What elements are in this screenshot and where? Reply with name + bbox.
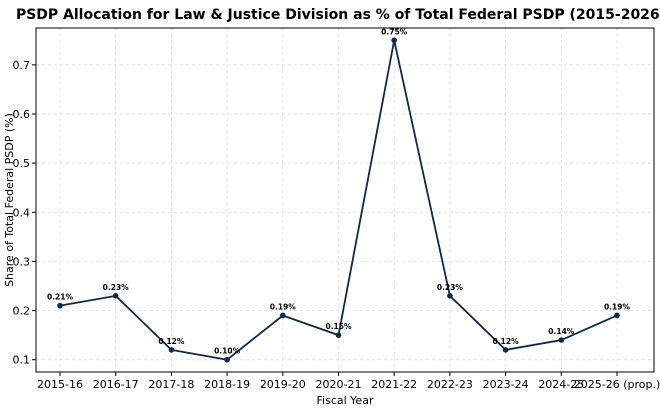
y-tick-label: 0.2 [13, 305, 31, 318]
data-point [224, 356, 230, 363]
x-tick-label: 2024-25 [538, 378, 584, 391]
y-tick-label: 0.1 [13, 354, 31, 367]
y-tick-label: 0.3 [13, 255, 31, 268]
y-axis: 0.1 0.2 0.3 0.4 0.5 0.6 0.7 [13, 59, 36, 367]
data-label: 0.14% [548, 327, 575, 336]
data-point [502, 347, 509, 353]
x-tick-label: 2017-18 [148, 378, 194, 391]
chart-title: PSDP Allocation for Law & Justice Divisi… [16, 7, 660, 23]
data-label: 0.23% [437, 283, 464, 292]
data-point [391, 37, 398, 44]
x-tick-label: 2016-17 [93, 378, 139, 391]
y-tick-label: 0.7 [13, 59, 31, 72]
data-label: 0.19% [604, 302, 631, 311]
data-label: 0.10% [214, 347, 241, 356]
y-tick-label: 0.5 [13, 157, 31, 170]
data-point [558, 337, 565, 343]
data-label: 0.15% [325, 322, 352, 331]
data-point [57, 302, 63, 309]
x-axis-label: Fiscal Year [317, 394, 374, 407]
x-axis: 2015-16 2016-17 2017-18 2018-19 2019-20 2020-… [37, 372, 660, 391]
data-label: 0.12% [493, 337, 520, 346]
data-point [280, 312, 286, 319]
data-label: 0.19% [270, 302, 297, 311]
data-labels: 0.21% 0.23% 0.12% 0.10% 0.19% 0.15% 0.75% 0.23%… [47, 27, 631, 355]
grid [36, 28, 654, 372]
data-point [614, 312, 620, 319]
data-label: 0.23% [103, 283, 130, 292]
y-tick-label: 0.4 [13, 206, 31, 219]
data-point [168, 347, 175, 353]
x-tick-label: 2019-20 [260, 378, 306, 391]
x-tick-label: 2015-16 [37, 378, 83, 391]
data-point [112, 293, 119, 299]
x-tick-label: 2022-23 [427, 378, 473, 391]
data-label: 0.21% [47, 293, 74, 302]
x-tick-label: 2021-22 [371, 378, 417, 391]
data-point [335, 332, 342, 338]
y-tick-label: 0.6 [13, 108, 31, 121]
data-label: 0.12% [158, 337, 185, 346]
data-label: 0.75% [381, 27, 408, 36]
series-group [57, 37, 620, 363]
plot-area-frame [35, 27, 655, 373]
data-point [447, 293, 453, 299]
x-tick-label: 2025-26 (prop.) [574, 378, 660, 391]
y-axis-label: Share of Total Federal PSDP (%) [3, 113, 16, 287]
x-tick-label: 2020-21 [316, 378, 362, 391]
x-tick-label: 2018-19 [204, 378, 250, 391]
x-tick-label: 2023-24 [483, 378, 529, 391]
